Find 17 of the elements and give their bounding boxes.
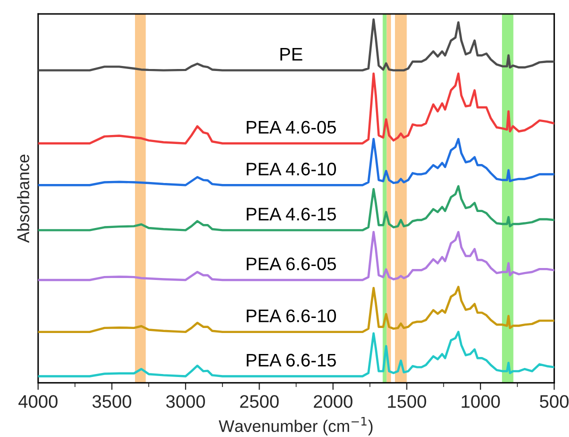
x-tick-label: 1000 <box>462 395 500 408</box>
x-tick-label: 2500 <box>240 395 279 408</box>
x-tick-label: 3500 <box>92 395 132 408</box>
series-label: PEA 6.6-15 <box>246 354 336 367</box>
x-tick-label: 2000 <box>314 395 352 408</box>
y-axis-title: Absorbance <box>17 154 30 243</box>
series-label: PEA 4.6-15 <box>246 208 336 221</box>
series-label: PEA 6.6-05 <box>246 258 336 270</box>
series-label: PEA 4.6-10 <box>246 162 336 176</box>
x-axis-title: Wavenumber (cm$^{−1}$) <box>218 417 373 436</box>
x-tick-label: 3000 <box>166 395 205 408</box>
series-label: PE <box>280 48 302 60</box>
x-tick-label: 4000 <box>18 395 58 408</box>
series-label: PEA 4.6-05 <box>246 120 336 134</box>
x-tick-label: 500 <box>540 395 569 408</box>
x-tick-label: 1500 <box>388 395 426 408</box>
series-label: PEA 6.6-10 <box>246 309 336 322</box>
